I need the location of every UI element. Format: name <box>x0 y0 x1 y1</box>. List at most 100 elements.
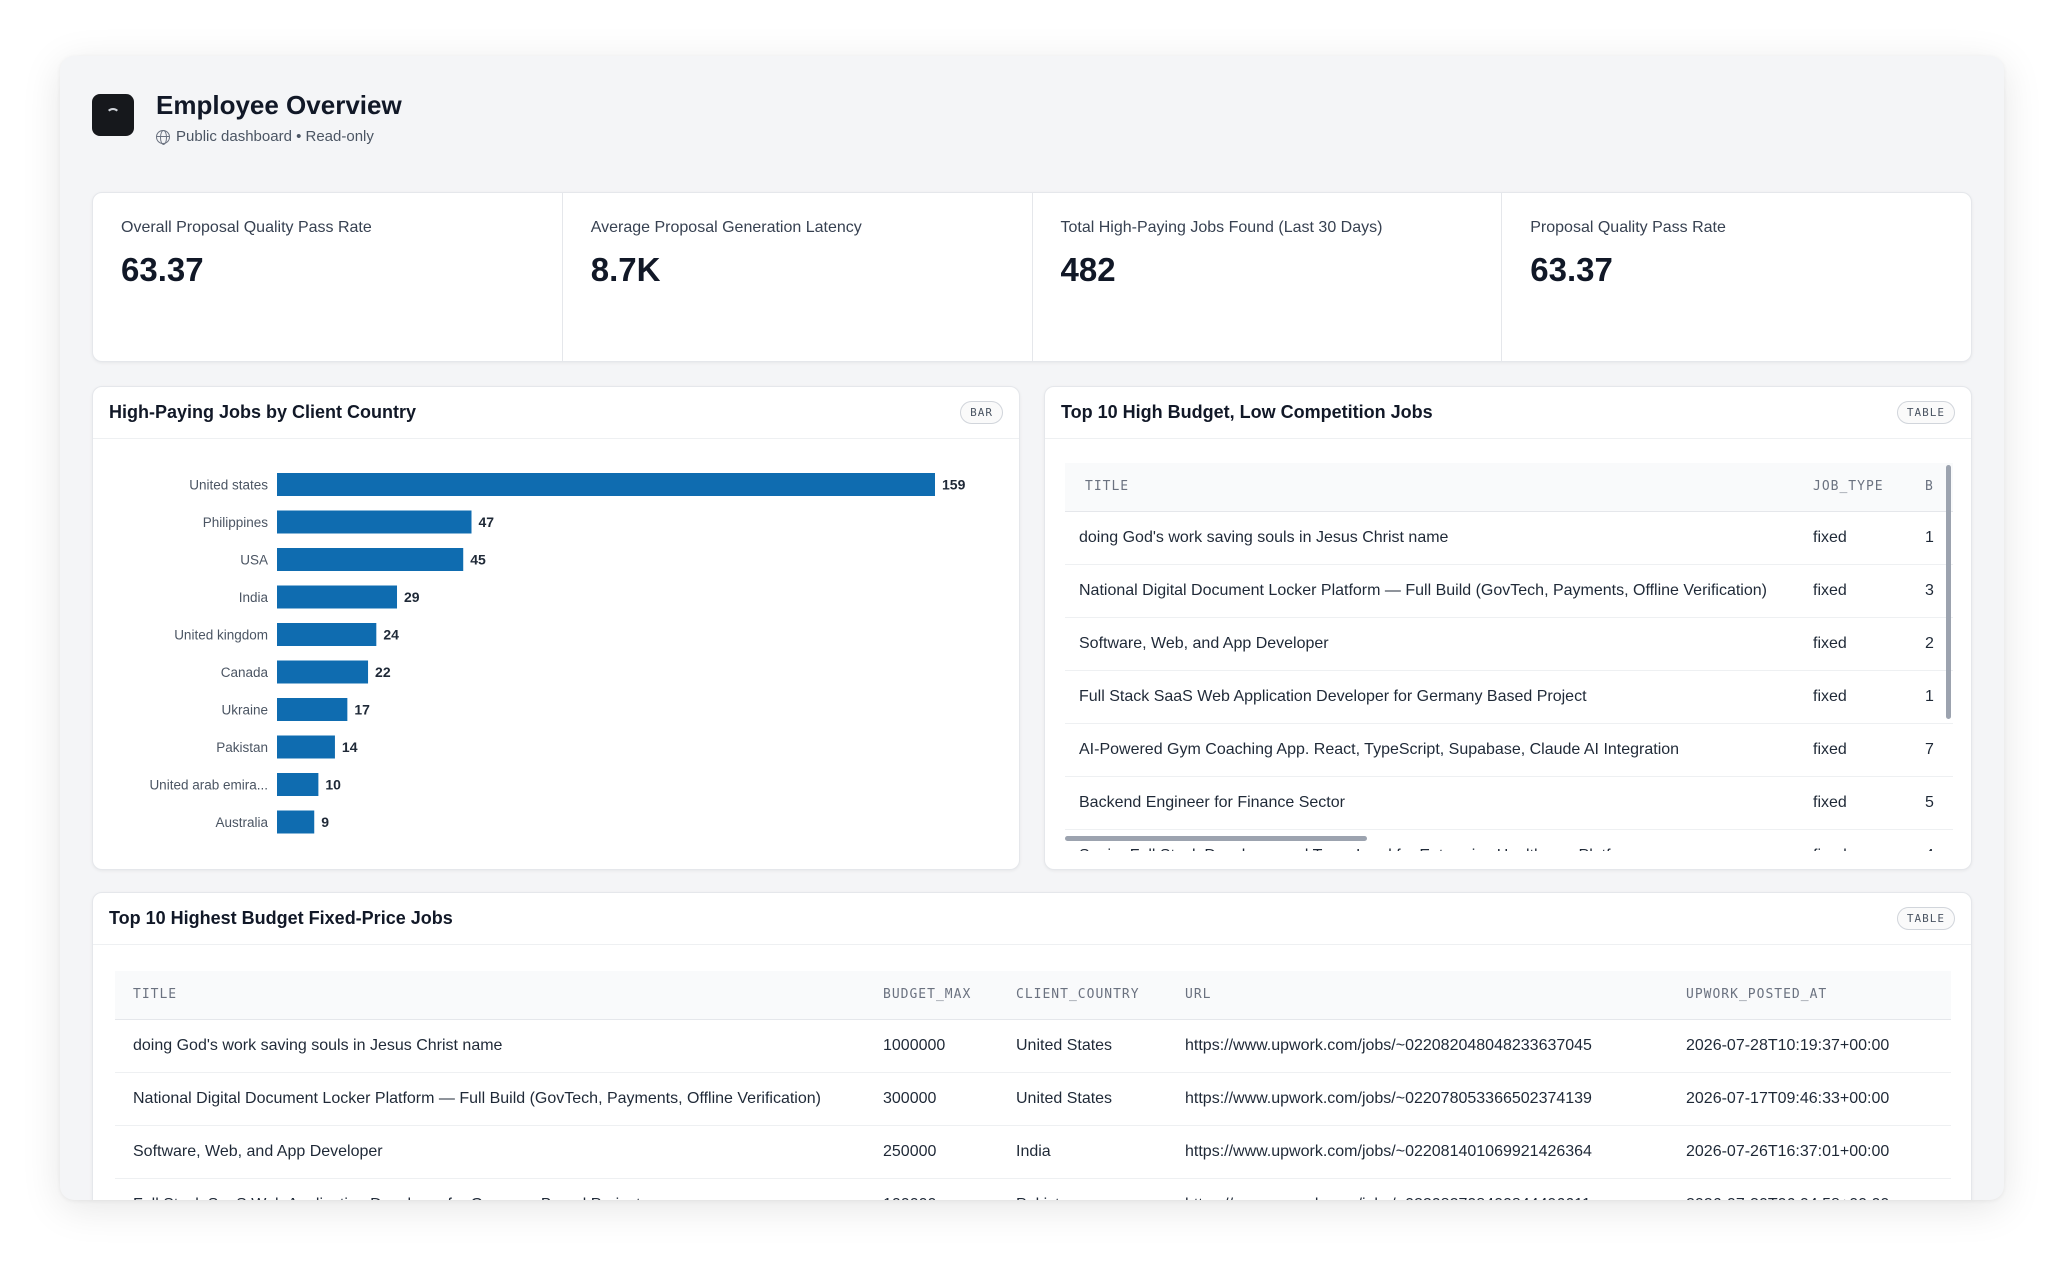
table-row[interactable]: doing God's work saving souls in Jesus C… <box>115 1019 1951 1073</box>
bar[interactable] <box>277 735 335 759</box>
table-cell: fixed <box>1813 511 1925 565</box>
bar-chart-card: High-Paying Jobs by Client Country BAR U… <box>92 386 1020 870</box>
kpi-card: Average Proposal Generation Latency 8.7K <box>563 193 1033 361</box>
table-cell: fixed <box>1813 617 1925 671</box>
table-cell: https://www.upwork.com/jobs/~02208270840… <box>1185 1178 1686 1200</box>
kpi-row: Overall Proposal Quality Pass Rate 63.37… <box>92 192 1972 362</box>
table-cell: https://www.upwork.com/jobs/~02207805336… <box>1185 1072 1686 1126</box>
bar[interactable] <box>277 660 369 684</box>
table-cell: AI-Powered Gym Coaching App. React, Type… <box>1065 723 1813 777</box>
value-label: 22 <box>375 664 391 680</box>
table-cell: https://www.upwork.com/jobs/~02208140106… <box>1185 1125 1686 1179</box>
top10-table: TITLE JOB_TYPE B doing God's work saving… <box>1065 463 1953 851</box>
table-cell: 4 <box>1925 829 1953 851</box>
table-cell: doing God's work saving souls in Jesus C… <box>115 1019 883 1073</box>
column-header[interactable]: URL <box>1185 971 1686 1020</box>
kpi-label: Total High-Paying Jobs Found (Last 30 Da… <box>1060 219 1383 236</box>
table-row[interactable]: Backend Engineer for Finance Sector fixed… <box>1065 776 1953 830</box>
table-cell: Software, Web, and App Developer <box>1065 617 1813 671</box>
table-row[interactable]: Full Stack SaaS Web Application Develope… <box>115 1178 1951 1200</box>
bar[interactable] <box>277 810 315 834</box>
kpi-label: Overall Proposal Quality Pass Rate <box>121 219 372 236</box>
bar[interactable] <box>277 698 348 721</box>
globe-icon <box>156 129 170 145</box>
card-title: High-Paying Jobs by Client Country <box>109 402 417 422</box>
table-cell: Full Stack SaaS Web Application Develope… <box>115 1178 883 1200</box>
table-cell: India <box>1016 1125 1185 1179</box>
column-header[interactable]: CLIENT_COUNTRY <box>1016 971 1185 1020</box>
vertical-scrollbar[interactable] <box>1946 465 1951 719</box>
kpi-value: 63.37 <box>1530 251 1613 288</box>
table-cell: 2026-07-26T16:37:01+00:00 <box>1686 1125 1951 1179</box>
table-cell: Senior Full Stack Developer and Team Lea… <box>1065 829 1813 851</box>
table-cell: 7 <box>1925 723 1953 777</box>
bar[interactable] <box>277 623 377 646</box>
kpi-card: Total High-Paying Jobs Found (Last 30 Da… <box>1033 193 1503 361</box>
top10-table-card: Top 10 High Budget, Low Competition Jobs… <box>1044 386 1972 870</box>
table-row[interactable]: Senior Full Stack Developer and Team Lea… <box>1065 829 1953 851</box>
dashboard-window: Employee Overview Public dashboard • Rea… <box>60 56 2004 1200</box>
table-cell: Full Stack SaaS Web Application Develope… <box>1065 670 1813 724</box>
category-label: India <box>239 590 269 605</box>
chart-type-badge: BAR <box>960 401 1003 424</box>
table-row[interactable]: National Digital Document Locker Platfor… <box>1065 564 1953 618</box>
table-scroll-area[interactable]: TITLE BUDGET_MAX CLIENT_COUNTRY URL UPWO… <box>115 971 1951 1200</box>
bar[interactable] <box>277 510 472 534</box>
category-label: Australia <box>215 815 268 830</box>
dashboard-header: Employee Overview Public dashboard • Rea… <box>92 90 1972 208</box>
kpi-card: Proposal Quality Pass Rate 63.37 <box>1502 193 1971 361</box>
table-cell: https://www.upwork.com/jobs/~02208204804… <box>1185 1019 1686 1073</box>
table-cell: 2026-07-28T10:19:37+00:00 <box>1686 1019 1951 1073</box>
bar[interactable] <box>277 473 935 496</box>
column-header[interactable]: UPWORK_POSTED_AT <box>1686 971 1951 1020</box>
card-header: Top 10 Highest Budget Fixed-Price Jobs T… <box>93 893 1971 945</box>
bar[interactable] <box>277 585 398 609</box>
table-row[interactable]: Software, Web, and App Developer fixed 2 <box>1065 617 1953 671</box>
page-title: Employee Overview <box>156 90 402 120</box>
table-cell: United States <box>1016 1072 1185 1126</box>
value-label: 10 <box>325 777 341 793</box>
kpi-card: Overall Proposal Quality Pass Rate 63.37 <box>93 193 563 361</box>
kpi-value: 8.7K <box>590 251 661 288</box>
card-header: Top 10 High Budget, Low Competition Jobs… <box>1045 387 1971 439</box>
category-label: Philippines <box>203 515 269 530</box>
logo-arc-icon <box>106 108 120 122</box>
table-row[interactable]: AI-Powered Gym Coaching App. React, Type… <box>1065 723 1953 777</box>
kpi-value: 482 <box>1060 251 1116 288</box>
value-label: 29 <box>404 589 420 605</box>
category-label: Canada <box>221 665 269 680</box>
card-title: Top 10 Highest Budget Fixed-Price Jobs <box>109 908 453 928</box>
column-header[interactable]: JOB_TYPE <box>1813 463 1925 512</box>
column-header[interactable]: TITLE <box>1065 463 1813 512</box>
column-header[interactable]: TITLE <box>115 971 883 1020</box>
card-header: High-Paying Jobs by Client Country BAR <box>93 387 1019 439</box>
page-subtitle: Public dashboard • Read-only <box>156 128 374 145</box>
table-cell: Software, Web, and App Developer <box>115 1125 883 1179</box>
table-cell: 300000 <box>883 1072 1016 1126</box>
table-cell: 2026-07-30T06:04:58+00:00 <box>1686 1178 1951 1200</box>
category-label: United states <box>189 478 268 493</box>
table-cell: doing God's work saving souls in Jesus C… <box>1065 511 1813 565</box>
column-header[interactable]: BUDGET_MAX <box>883 971 1016 1020</box>
card-title: Top 10 High Budget, Low Competition Jobs <box>1061 402 1433 422</box>
table-cell: 250000 <box>883 1125 1016 1179</box>
value-label: 17 <box>354 702 370 718</box>
table-row[interactable]: doing God's work saving souls in Jesus C… <box>1065 511 1953 565</box>
bar-chart: United states 159 Philippines 47 USA 45 India 2… <box>149 473 966 834</box>
table-type-badge: TABLE <box>1896 401 1955 424</box>
bar[interactable] <box>277 773 319 796</box>
table-cell: fixed <box>1813 829 1925 851</box>
table-row[interactable]: Software, Web, and App Developer 250000 In… <box>115 1125 1951 1179</box>
kpi-label: Average Proposal Generation Latency <box>590 219 862 236</box>
table-cell: Backend Engineer for Finance Sector <box>1065 776 1813 830</box>
kpi-value: 63.37 <box>121 251 204 288</box>
table-cell: Pakistan <box>1016 1178 1185 1200</box>
table-scroll-area[interactable]: TITLE JOB_TYPE B doing God's work saving… <box>1065 463 1953 851</box>
horizontal-scrollbar[interactable] <box>1065 836 1367 841</box>
table-header-row: TITLE BUDGET_MAX CLIENT_COUNTRY URL UPWO… <box>115 971 1951 1020</box>
table-header-row: TITLE JOB_TYPE B <box>1065 463 1953 512</box>
table-row[interactable]: National Digital Document Locker Platfor… <box>115 1072 1951 1126</box>
table-cell: National Digital Document Locker Platfor… <box>115 1072 883 1126</box>
bar[interactable] <box>277 548 464 571</box>
table-row[interactable]: Full Stack SaaS Web Application Develope… <box>1065 670 1953 724</box>
